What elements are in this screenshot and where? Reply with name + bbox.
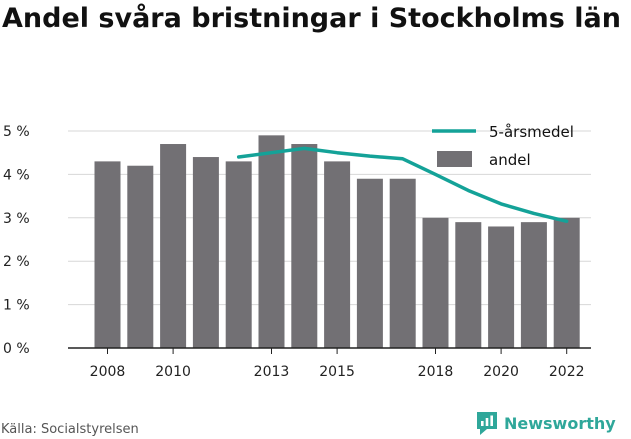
y-tick-label: 3 % [3,211,30,227]
x-tick-label: 2013 [254,364,290,380]
x-tick-label: 2015 [319,364,355,380]
series-line-5-arsmedel [236,146,569,224]
y-tick-label: 1 % [3,298,30,314]
x-tick-label: 2022 [549,364,585,380]
bar [455,222,482,348]
bar [291,144,318,348]
source-note: Källa: Socialstyrelsen [1,422,139,437]
bar [258,135,285,348]
legend-label-bar: andel [489,151,531,169]
legend-label-line: 5-årsmedel [489,123,574,141]
brand-name: Newsworthy [504,413,616,433]
x-tick-label: 2008 [90,364,126,380]
x-tick-label: 2010 [155,364,191,380]
y-tick-label: 2 % [3,254,30,270]
bar [324,161,351,348]
bar [389,178,416,348]
bar [356,178,383,348]
bar [488,226,515,348]
bar [192,157,219,348]
y-tick-label: 4 % [3,167,30,183]
bar [422,217,449,348]
bar [127,165,154,348]
x-tick-label: 2020 [483,364,519,380]
y-tick-label: 5 % [3,124,30,140]
bar [520,222,547,348]
bar [160,144,187,348]
bar [553,217,580,348]
brand-logo[interactable]: Newsworthy [475,409,616,437]
y-tick-label: 0 % [3,341,30,357]
bar [94,161,121,348]
chart-title: Andel svåra bristningar i Stockholms län [2,3,621,34]
legend-swatch-bar [437,151,472,167]
newsworthy-logo-icon [477,412,497,435]
x-tick-label: 2018 [418,364,454,380]
bar [225,161,252,348]
